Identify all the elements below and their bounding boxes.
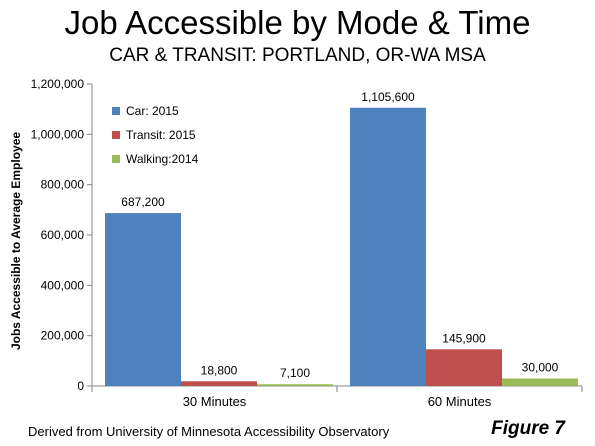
bar (502, 378, 578, 386)
legend-swatch (112, 107, 120, 115)
legend-label: Car: 2015 (126, 104, 179, 118)
legend-swatch (112, 131, 120, 139)
data-label: 7,100 (280, 366, 310, 380)
data-label: 1,105,600 (361, 90, 415, 104)
y-tick-label: 0 (77, 379, 84, 393)
figure-label: Figure 7 (491, 418, 565, 439)
chart-subtitle: CAR & TRANSIT: PORTLAND, OR-WA MSA (109, 45, 486, 66)
x-tick-label: 60 Minutes (428, 394, 492, 409)
legend-label: Walking:2014 (126, 152, 199, 166)
data-label: 687,200 (121, 195, 165, 209)
bar (426, 349, 502, 386)
bar (257, 384, 333, 386)
y-tick-label: 400,000 (41, 278, 85, 292)
y-tick-label: 800,000 (41, 178, 85, 192)
y-tick-label: 200,000 (41, 329, 85, 343)
y-tick-label: 1,200,000 (31, 77, 85, 91)
bar (350, 107, 426, 387)
data-label: 30,000 (522, 360, 559, 374)
legend-label: Transit: 2015 (126, 128, 196, 142)
data-label: 18,800 (201, 363, 238, 377)
chart-title: Job Accessible by Mode & Time (64, 4, 531, 41)
legend-swatch (112, 155, 120, 163)
y-tick-label: 1,000,000 (31, 127, 85, 141)
source-note: Derived from University of Minnesota Acc… (28, 424, 390, 439)
bar (105, 213, 181, 386)
y-tick-label: 600,000 (41, 228, 85, 242)
bar (181, 381, 257, 386)
x-tick-label: 30 Minutes (183, 394, 247, 409)
data-label: 145,900 (442, 331, 486, 345)
